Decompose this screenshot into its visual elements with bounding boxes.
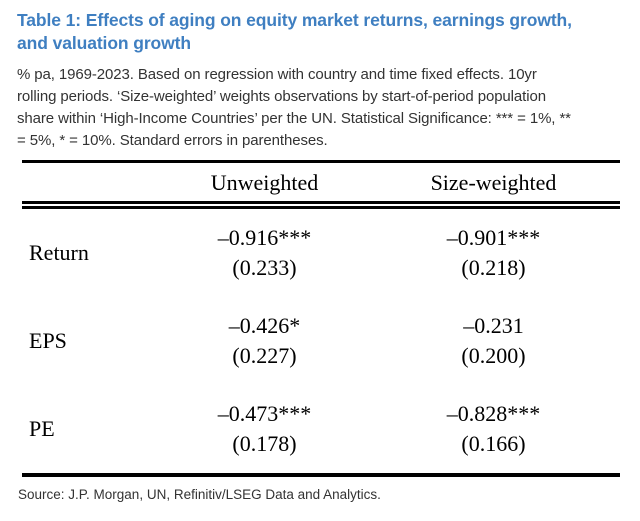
notes-line: share within ‘High-Income Countries’ per… <box>17 110 571 127</box>
standard-error-value: (0.200) <box>461 343 526 368</box>
header-unweighted: Unweighted <box>162 161 367 209</box>
table-row-eps: EPS –0.426* (0.227) –0.231 (0.200) <box>22 297 620 385</box>
cell-return-unweighted: –0.916*** (0.233) <box>162 205 367 297</box>
coefficient-value: –0.828*** <box>446 401 541 426</box>
standard-error-value: (0.233) <box>232 255 297 280</box>
header-empty-cell <box>22 161 162 209</box>
table-header-row: Unweighted Size-weighted <box>22 161 620 209</box>
table-row-pe: PE –0.473*** (0.178) –0.828*** (0.166) <box>22 385 620 475</box>
page-title: Table 1: Effects of aging on equity mark… <box>17 9 626 55</box>
notes-line: % pa, 1969-2023. Based on regression wit… <box>17 66 537 83</box>
notes-line: rolling periods. ‘Size-weighted’ weights… <box>17 88 546 105</box>
results-table: Unweighted Size-weighted Return –0.916**… <box>22 160 620 477</box>
row-label-pe: PE <box>29 416 55 441</box>
cell-pe-size-weighted: –0.828*** (0.166) <box>367 385 620 475</box>
cell-pe-unweighted: –0.473*** (0.178) <box>162 385 367 475</box>
row-label-return: Return <box>29 240 89 265</box>
coefficient-value: –0.231 <box>463 313 524 338</box>
table-row-return: Return –0.916*** (0.233) –0.901*** (0.21… <box>22 205 620 297</box>
coefficient-value: –0.426* <box>228 313 301 338</box>
page-title-line1: Table 1: Effects of aging on equity mark… <box>17 10 572 30</box>
notes-line: = 5%, * = 10%. Standard errors in parent… <box>17 132 328 149</box>
coefficient-value: –0.473*** <box>217 401 312 426</box>
standard-error-value: (0.218) <box>461 255 526 280</box>
standard-error-value: (0.227) <box>232 343 297 368</box>
table-notes: % pa, 1969-2023. Based on regression wit… <box>17 64 626 152</box>
coefficient-value: –0.901*** <box>446 225 541 250</box>
cell-return-size-weighted: –0.901*** (0.218) <box>367 205 620 297</box>
standard-error-value: (0.166) <box>461 431 526 456</box>
standard-error-value: (0.178) <box>232 431 297 456</box>
cell-eps-size-weighted: –0.231 (0.200) <box>367 297 620 385</box>
source-line: Source: J.P. Morgan, UN, Refinitiv/LSEG … <box>18 487 381 502</box>
cell-eps-unweighted: –0.426* (0.227) <box>162 297 367 385</box>
page-title-line2: and valuation growth <box>17 33 191 53</box>
header-size-weighted: Size-weighted <box>367 161 620 209</box>
coefficient-value: –0.916*** <box>217 225 312 250</box>
row-label-eps: EPS <box>29 328 67 353</box>
